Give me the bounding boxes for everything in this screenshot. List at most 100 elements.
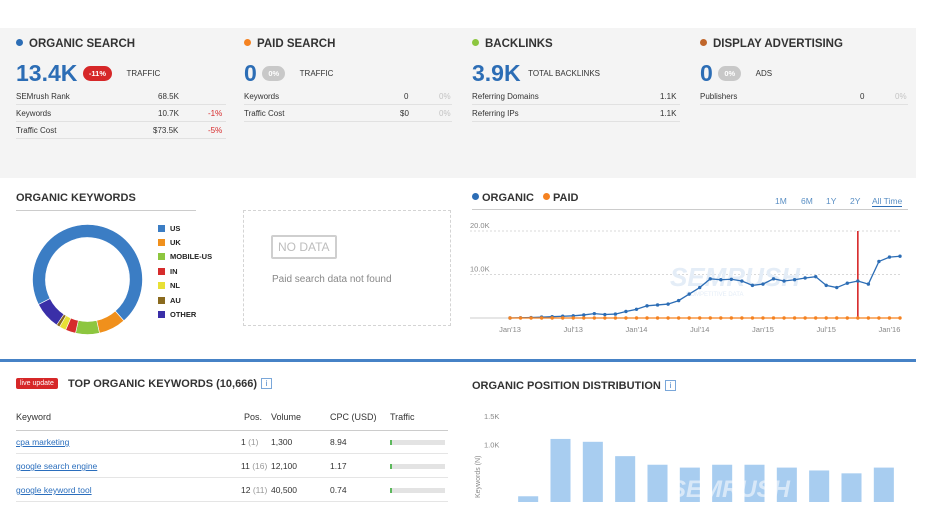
- traffic-share-fill: [390, 440, 392, 445]
- data-point-paid: [782, 316, 786, 320]
- legend-swatch: [158, 239, 165, 246]
- data-point-organic: [603, 312, 607, 317]
- data-point-paid: [666, 316, 670, 320]
- bar-position-11-20: [615, 456, 636, 502]
- keyword-link[interactable]: google keyword tool: [16, 485, 92, 495]
- data-point-paid: [898, 316, 902, 320]
- display-ads-value[interactable]: 0: [700, 60, 713, 86]
- organic-traffic-label: TRAFFIC: [126, 69, 161, 78]
- legend-organic[interactable]: ORGANIC: [472, 192, 534, 204]
- data-point-paid: [550, 316, 554, 320]
- y-tick-label: 1.5K: [484, 412, 499, 421]
- info-icon[interactable]: i: [261, 378, 273, 389]
- position-distribution-title: ORGANIC POSITION DISTRIBUTION i: [472, 380, 676, 392]
- live-update-badge: live update: [16, 378, 58, 389]
- data-point-organic: [666, 302, 670, 306]
- data-point-paid: [624, 316, 628, 320]
- legend-item-us[interactable]: US: [158, 224, 180, 233]
- paid-traffic-label: TRAFFIC: [299, 69, 334, 78]
- data-point-paid: [676, 316, 681, 320]
- data-point-paid: [603, 316, 607, 320]
- donut-slice-other: [38, 298, 65, 326]
- data-point-organic: [613, 312, 618, 316]
- timespan-6m[interactable]: 6M: [801, 196, 813, 206]
- position-cell: 11 (16): [241, 461, 268, 471]
- data-point-paid: [539, 316, 544, 320]
- organic-search-title[interactable]: ORGANIC SEARCH: [16, 38, 135, 50]
- timespan-1y[interactable]: 1Y: [826, 196, 837, 206]
- paid-search-title[interactable]: PAID SEARCH: [244, 38, 335, 50]
- cpc-cell: 8.94: [330, 437, 347, 447]
- col-header-traffic[interactable]: Traffic: [390, 412, 415, 422]
- legend-swatch: [158, 253, 165, 260]
- data-point-organic: [824, 283, 828, 288]
- data-point-organic: [645, 304, 649, 308]
- data-point-paid: [592, 316, 597, 320]
- watermark-text: SEMRUSH: [670, 476, 791, 502]
- data-point-organic: [719, 278, 723, 282]
- data-point-organic: [835, 285, 839, 290]
- watermark-subtext: COMPETITIVE DATA: [686, 292, 743, 298]
- backlinks-widget: BACKLINKS 3.9K TOTAL BACKLINKS Referring…: [472, 28, 680, 178]
- volume-cell: 40,500: [271, 485, 297, 495]
- legend-item-au[interactable]: AU: [158, 296, 181, 305]
- x-tick-label: Jan'14: [626, 325, 648, 334]
- x-tick-label: Jan'16: [879, 325, 901, 334]
- x-tick-label: Jan'15: [752, 325, 774, 334]
- keyword-link[interactable]: cpa marketing: [16, 437, 70, 447]
- x-tick-label: Jul'13: [564, 325, 583, 334]
- data-point-paid: [708, 316, 712, 320]
- timespan-2y[interactable]: 2Y: [850, 196, 861, 206]
- y-tick-label: 1.0K: [484, 441, 499, 450]
- backlinks-title[interactable]: BACKLINKS: [472, 38, 553, 50]
- data-point-organic: [782, 279, 786, 283]
- legend-item-uk[interactable]: UK: [158, 238, 181, 247]
- col-header-pos[interactable]: Pos.: [244, 412, 263, 422]
- legend-swatch: [158, 297, 165, 304]
- legend-item-mobile-us[interactable]: MOBILE-US: [158, 252, 212, 261]
- organic-keywords-divider: [16, 210, 196, 211]
- data-point-organic: [898, 254, 902, 258]
- data-point-paid: [582, 316, 586, 320]
- backlinks-dot-icon: [472, 39, 479, 46]
- display-ads-label: ADS: [755, 69, 773, 78]
- legend-item-other[interactable]: OTHER: [158, 310, 196, 319]
- watermark-text: SEMRUSH: [670, 262, 801, 292]
- data-point-organic: [687, 292, 691, 296]
- keyword-link[interactable]: google search engine: [16, 461, 98, 471]
- col-header-cpc[interactable]: CPC (USD): [330, 412, 377, 422]
- legend-item-nl[interactable]: NL: [158, 281, 180, 290]
- data-point-paid: [771, 316, 776, 320]
- display-advertising-widget: DISPLAY ADVERTISING 0 0% ADS Publishers …: [700, 28, 908, 178]
- legend-swatch: [158, 282, 165, 289]
- legend-item-in[interactable]: IN: [158, 267, 178, 276]
- timespan-1m[interactable]: 1M: [775, 196, 787, 206]
- paid-dot-icon: [244, 39, 251, 46]
- paid-change-badge: 0%: [262, 66, 286, 81]
- paid-traffic-value[interactable]: 0: [244, 60, 257, 86]
- data-point-paid: [792, 316, 797, 320]
- col-header-keyword[interactable]: Keyword: [16, 412, 52, 422]
- display-advertising-title[interactable]: DISPLAY ADVERTISING: [700, 38, 843, 50]
- legend-paid[interactable]: PAID: [543, 192, 578, 204]
- data-point-organic: [750, 283, 755, 288]
- backlinks-value[interactable]: 3.9K: [472, 60, 521, 86]
- col-header-volume[interactable]: Volume: [271, 412, 302, 422]
- table-header-divider: [16, 430, 448, 431]
- series-line-organic: [509, 255, 901, 319]
- paid-stats: Keywords 0 0% Traffic Cost $0 0%: [244, 88, 452, 122]
- timespan-all-time[interactable]: All Time: [872, 196, 903, 207]
- data-point-paid: [887, 316, 892, 320]
- data-point-paid: [698, 316, 702, 320]
- data-point-paid: [613, 316, 618, 320]
- paid-row-traffic-cost: Traffic Cost $0 0%: [244, 105, 452, 122]
- y-axis-label: Keywords (N): [475, 456, 482, 498]
- info-icon[interactable]: i: [664, 380, 676, 391]
- data-point-paid: [835, 316, 839, 320]
- row-divider: [16, 453, 448, 454]
- donut-slice-us: [32, 224, 143, 322]
- organic-traffic-value[interactable]: 13.4K: [16, 60, 78, 86]
- bar-position-71-80: [809, 470, 830, 502]
- row-divider: [16, 477, 448, 478]
- y-tick-label: 20.0K: [470, 221, 490, 230]
